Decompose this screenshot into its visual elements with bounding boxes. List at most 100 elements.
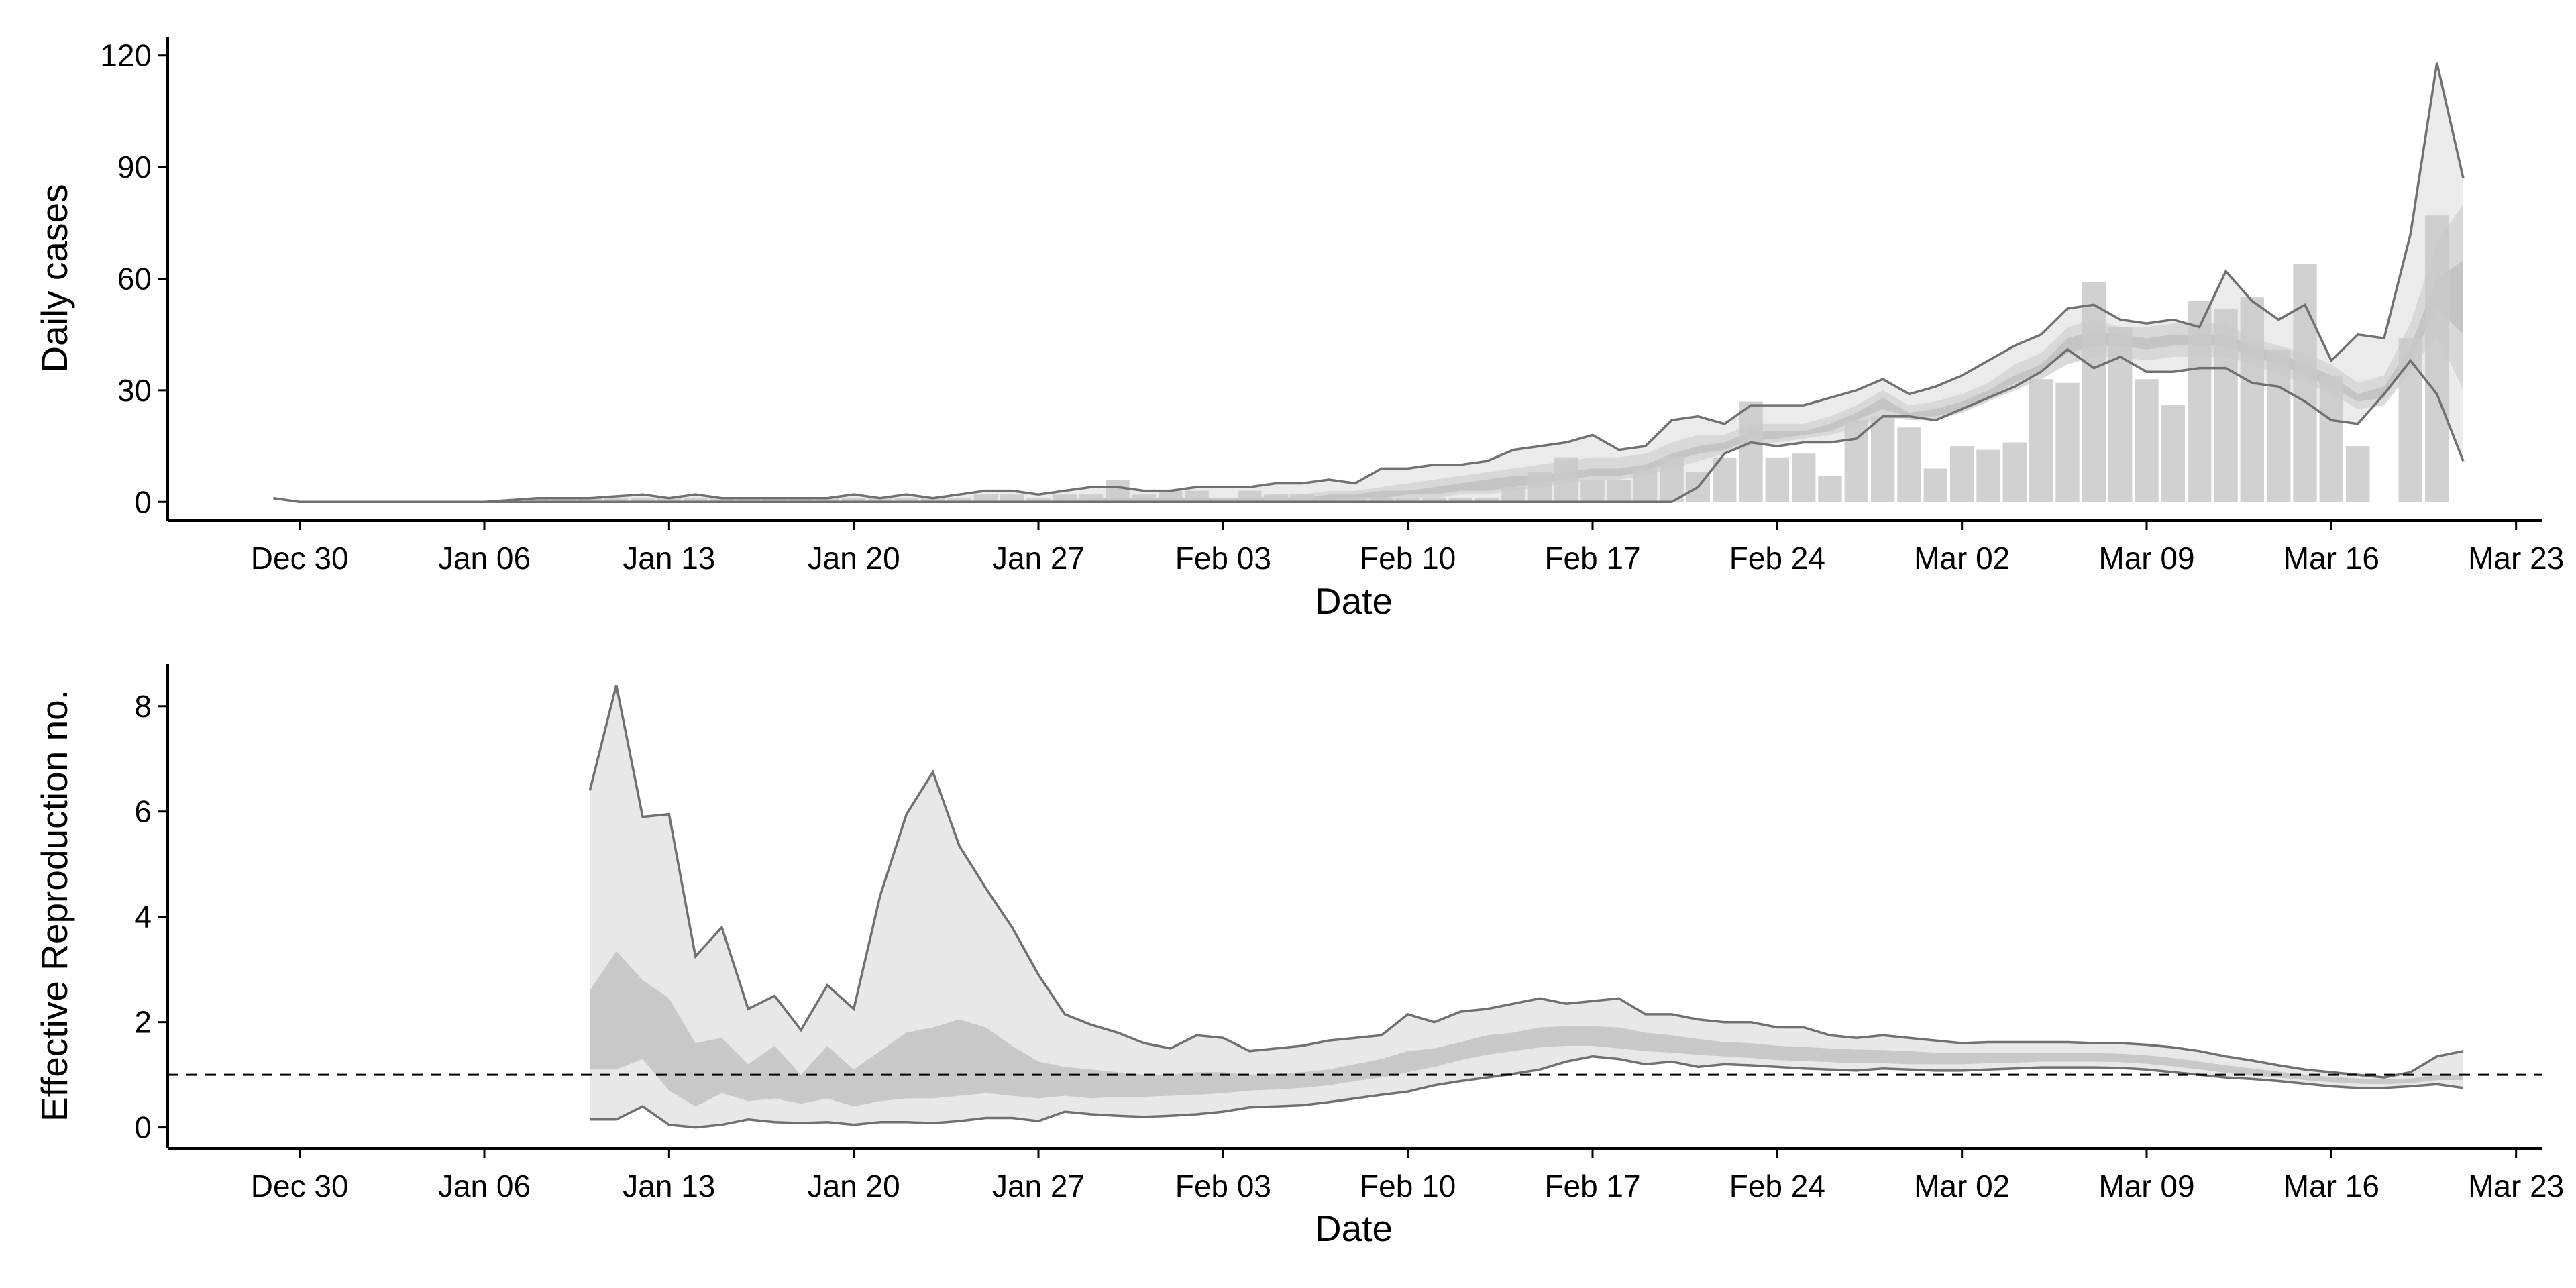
reproduction-panel: 0 2 4 6 8 Dec 30 Jan 06 Jan 13 Jan 20 Jan 27 Feb … (34, 664, 2564, 1249)
cases-bar (1106, 480, 1130, 502)
cases-band-inner (273, 260, 2463, 502)
reproduction-x-tick-label: Mar 09 (2098, 1169, 2194, 1203)
reproduction-x-tick-label: Feb 10 (1360, 1169, 1456, 1203)
cases-bar (1580, 480, 1605, 502)
cases-bar (1000, 494, 1024, 502)
cases-x-tick-label: Jan 20 (808, 541, 900, 576)
reproduction-y-tick-label: 4 (134, 900, 152, 934)
cases-band-mid (273, 204, 2463, 502)
cases-x-tick-label: Mar 23 (2468, 541, 2564, 576)
cases-x-axis-title: Date (1315, 580, 1393, 622)
cases-bar (2319, 375, 2343, 502)
cases-x-ticks: Dec 30 Jan 06 Jan 13 Jan 20 Jan 27 Feb 03 Feb … (251, 521, 2564, 576)
cases-bar (1317, 498, 1341, 502)
reproduction-x-tick-label: Jan 06 (438, 1169, 531, 1203)
cases-bar (1369, 498, 1393, 502)
cases-bar (973, 494, 998, 502)
cases-bar (2002, 442, 2027, 502)
cases-bar (1739, 401, 1763, 502)
cases-bar (2293, 264, 2317, 502)
cases-bar (1765, 457, 1789, 502)
cases-bar (2425, 215, 2449, 502)
reproduction-y-axis-title: Effective Reproduction no. (34, 690, 75, 1122)
reproduction-x-tick-label: Feb 03 (1175, 1169, 1271, 1203)
cases-bar (1633, 468, 1658, 502)
cases-bar (2055, 382, 2080, 502)
cases-bar (2240, 297, 2264, 502)
cases-bar (551, 498, 576, 502)
reproduction-x-tick-label: Mar 16 (2284, 1169, 2379, 1203)
cases-x-tick-label: Feb 17 (1544, 541, 1640, 576)
cases-bar (2267, 349, 2291, 502)
cases-bar (1660, 457, 1684, 502)
cases-x-tick-label: Jan 13 (623, 541, 715, 576)
cases-bar (1185, 490, 1209, 502)
reproduction-upper-line (588, 684, 2464, 1079)
cases-bar (1026, 498, 1051, 502)
cases-band-outer (273, 62, 2463, 502)
reproduction-x-tick-label: Mar 23 (2468, 1169, 2564, 1203)
cases-bars (525, 215, 2449, 502)
cases-bar (631, 498, 655, 502)
cases-upper-line (273, 62, 2465, 504)
cases-x-tick-label: Feb 03 (1175, 541, 1271, 576)
cases-x-tick-label: Feb 10 (1360, 541, 1456, 576)
cases-y-ticks: 0 30 60 90 120 (100, 38, 168, 519)
cases-bar (525, 498, 549, 502)
cases-panel: 0 30 60 90 120 Dec 30 Jan 06 Jan 13 Jan 20 Jan 2… (34, 37, 2564, 622)
cases-bar (657, 498, 681, 502)
cases-bar (1238, 490, 1262, 502)
reproduction-band-inner (590, 951, 2463, 1107)
cases-bar (2029, 379, 2053, 502)
cases-bar (2161, 405, 2185, 502)
cases-bar (1844, 420, 1868, 502)
cases-bar (868, 498, 892, 502)
cases-y-tick-label: 90 (117, 150, 152, 184)
cases-bar (1211, 498, 1235, 502)
cases-bar (2214, 308, 2238, 502)
cases-bar (1475, 498, 1499, 502)
reproduction-x-tick-label: Dec 30 (251, 1169, 349, 1203)
cases-bar (2346, 446, 2370, 502)
cases-bar (1950, 446, 1974, 502)
reproduction-x-tick-label: Jan 27 (992, 1169, 1085, 1203)
cases-projection-bands (273, 62, 2463, 502)
reproduction-x-tick-label: Feb 17 (1544, 1169, 1640, 1203)
cases-interval-lines (273, 62, 2465, 504)
cases-bar (1527, 472, 1552, 502)
reproduction-band-outer (590, 685, 2463, 1128)
cases-bar (1448, 498, 1472, 502)
cases-x-tick-label: Mar 02 (1914, 541, 2010, 576)
cases-bar (1792, 453, 1816, 502)
cases-bar (578, 498, 602, 502)
cases-y-tick-label: 0 (134, 484, 152, 519)
cases-bar (1343, 498, 1367, 502)
cases-bar (1818, 476, 1842, 502)
cases-bar (1290, 494, 1314, 502)
cases-bar (1132, 494, 1156, 502)
cases-bar (2135, 379, 2159, 502)
cases-bar (1923, 468, 1947, 502)
cases-bar (894, 498, 918, 502)
cases-y-tick-label: 30 (117, 373, 152, 408)
reproduction-lower-line (590, 1055, 2464, 1129)
cases-bar (1396, 498, 1420, 502)
cases-bar (710, 498, 734, 502)
cases-bar (1976, 449, 2000, 502)
cases-bar (947, 498, 971, 502)
reproduction-x-tick-label: Jan 13 (623, 1169, 715, 1203)
cases-bar (1264, 494, 1288, 502)
cases-x-tick-label: Mar 16 (2284, 541, 2379, 576)
cases-bar (815, 498, 839, 502)
cases-x-tick-label: Jan 27 (992, 541, 1085, 576)
cases-x-tick-label: Dec 30 (251, 541, 349, 576)
cases-bar (842, 498, 866, 502)
reproduction-bands (590, 685, 2463, 1128)
cases-bar (1053, 494, 1077, 502)
cases-bar (1079, 494, 1104, 502)
cases-bar (1607, 480, 1631, 502)
reproduction-y-tick-label: 6 (134, 794, 152, 829)
cases-bar (1501, 487, 1525, 502)
reproduction-x-tick-label: Jan 20 (808, 1169, 900, 1203)
reproduction-x-tick-label: Feb 24 (1729, 1169, 1825, 1203)
